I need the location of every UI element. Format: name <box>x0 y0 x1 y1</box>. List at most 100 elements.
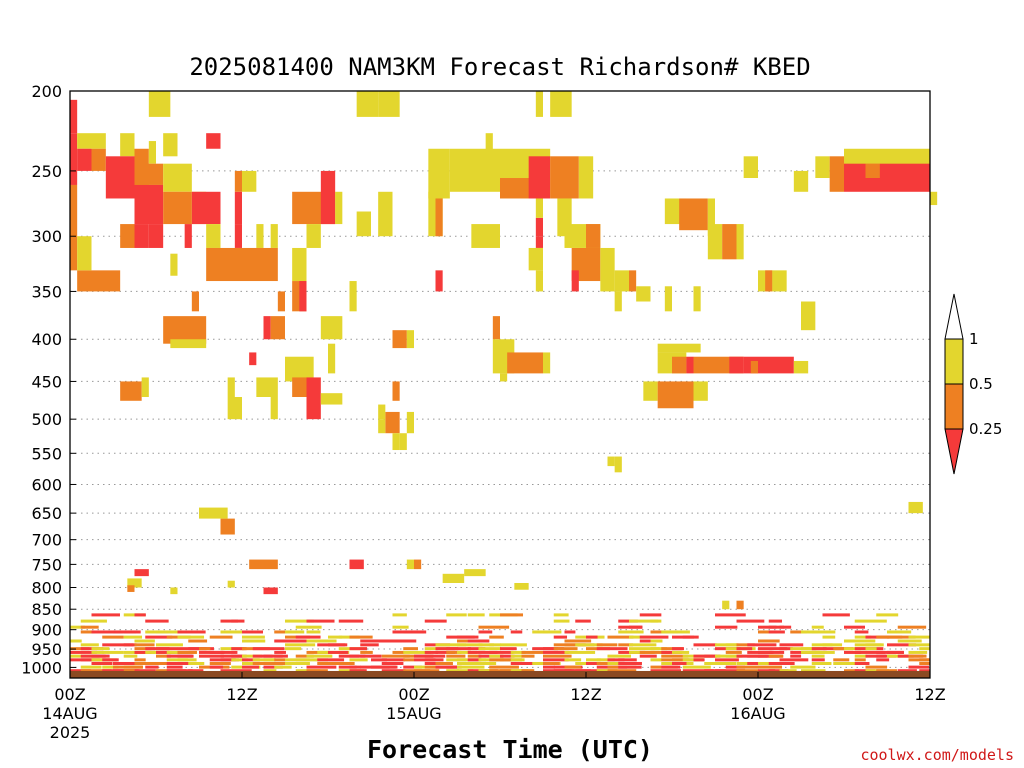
heatmap-cell <box>292 247 307 282</box>
heatmap-cell <box>801 301 816 331</box>
y-tick-label: 750 <box>31 555 62 574</box>
boundary-layer-cell <box>650 658 662 662</box>
boundary-layer-cell <box>650 647 667 651</box>
heatmap-cell <box>206 247 278 282</box>
heatmap-cell <box>227 377 235 398</box>
heatmap-cell <box>242 170 257 192</box>
boundary-layer-cell <box>392 625 409 629</box>
boundary-layer-cell <box>467 650 498 654</box>
heatmap-cell <box>227 397 242 420</box>
boundary-layer-cell <box>113 662 139 666</box>
boundary-layer-cell <box>295 635 321 639</box>
boundary-layer-cell <box>704 669 726 673</box>
boundary-layer-cell <box>242 654 263 658</box>
boundary-layer-cell <box>618 630 644 634</box>
boundary-layer-cell <box>231 647 247 651</box>
boundary-layer-cell <box>553 669 575 673</box>
boundary-layer-cell <box>618 662 642 666</box>
boundary-layer-cell <box>607 635 634 639</box>
boundary-layer-cell <box>80 630 95 634</box>
boundary-layer-cell <box>811 658 825 662</box>
boundary-layer-cell <box>306 630 321 634</box>
boundary-layer-cell <box>768 669 789 673</box>
heatmap-cell <box>77 148 92 171</box>
boundary-layer-cell <box>467 654 482 658</box>
boundary-layer-cell <box>629 619 659 623</box>
boundary-layer-cell <box>489 643 501 647</box>
boundary-layer-cell <box>166 658 188 662</box>
boundary-layer-cell <box>768 662 782 666</box>
boundary-layer-cell <box>500 654 515 658</box>
boundary-layer-cell <box>349 658 368 662</box>
chart-title: 2025081400 NAM3KM Forecast Richardson# K… <box>189 53 810 81</box>
boundary-layer-cell <box>381 665 398 669</box>
heatmap-cell <box>607 456 615 467</box>
boundary-layer-cell <box>252 662 274 666</box>
boundary-layer-cell <box>209 662 231 666</box>
boundary-layer-cell <box>435 650 456 654</box>
boundary-layer-cell <box>403 658 415 662</box>
boundary-layer-cell <box>91 630 123 634</box>
heatmap-cell <box>299 281 307 312</box>
heatmap-cell <box>270 316 285 340</box>
boundary-layer-cell <box>478 630 493 634</box>
boundary-layer-cell <box>790 665 816 669</box>
boundary-layer-cell <box>736 665 759 669</box>
boundary-layer-cell <box>618 619 638 623</box>
heatmap-cell <box>643 381 658 401</box>
boundary-layer-cell <box>510 658 525 662</box>
colorbar-segment-orange <box>944 383 964 430</box>
boundary-layer-cell <box>424 658 444 662</box>
heatmap-cell <box>256 224 264 248</box>
boundary-layer-cell <box>145 635 173 639</box>
boundary-layer-cell <box>704 654 721 658</box>
heatmap-cell <box>528 156 551 199</box>
heatmap-cell <box>292 377 307 398</box>
boundary-layer-cell <box>865 643 884 647</box>
boundary-layer-cell <box>457 635 479 639</box>
boundary-layer-cell <box>553 613 569 617</box>
y-tick-label: 650 <box>31 504 62 523</box>
heatmap-cell <box>77 236 92 271</box>
boundary-layer-cell <box>403 650 432 654</box>
boundary-layer-cell <box>360 654 382 658</box>
y-axis: 200 250 300 350 400 450 500 550 600 650 700 750 800 8… <box>21 82 76 677</box>
boundary-layer-cell <box>758 669 776 673</box>
heatmap-cell <box>535 270 543 292</box>
boundary-layer-cell <box>607 654 632 658</box>
boundary-layer-cell <box>467 658 482 662</box>
boundary-layer-cell <box>414 669 440 673</box>
boundary-layer-cell <box>887 650 904 654</box>
heatmap-cell <box>578 156 594 199</box>
boundary-layer-cell <box>91 613 120 617</box>
heatmap-cell <box>600 247 615 292</box>
boundary-layer-cell <box>328 662 355 666</box>
boundary-layer-cell <box>693 643 717 647</box>
heatmap-cell <box>270 397 278 420</box>
boundary-layer-cell <box>629 625 643 629</box>
boundary-layer-cell <box>231 619 245 623</box>
boundary-layer-cell <box>381 669 406 673</box>
boundary-layer-cell <box>338 619 364 623</box>
boundary-layer-cell <box>758 625 777 629</box>
heatmap-cell <box>614 270 629 292</box>
boundary-layer-cell <box>231 654 247 658</box>
boundary-layer-cell <box>661 654 689 658</box>
boundary-layer-cell <box>306 619 335 623</box>
boundary-layer-cell <box>478 662 497 666</box>
boundary-layer-cell <box>844 669 859 673</box>
heatmap-cell <box>77 133 106 149</box>
boundary-layer-cell <box>242 662 255 666</box>
boundary-layer-cell <box>543 650 569 654</box>
heatmap-cell <box>320 393 343 405</box>
colorbar-segment-yellow <box>944 338 964 385</box>
heatmap-cell <box>707 224 723 260</box>
boundary-layer-cell <box>80 665 102 669</box>
boundary-layer-cell <box>672 650 690 654</box>
heatmap-cell <box>535 198 543 218</box>
heatmap-cell <box>120 133 135 157</box>
heatmap-cell <box>414 559 422 570</box>
boundary-layer-cell <box>263 658 276 662</box>
boundary-layer-cell <box>134 647 156 651</box>
boundary-layer-cell <box>790 630 807 634</box>
